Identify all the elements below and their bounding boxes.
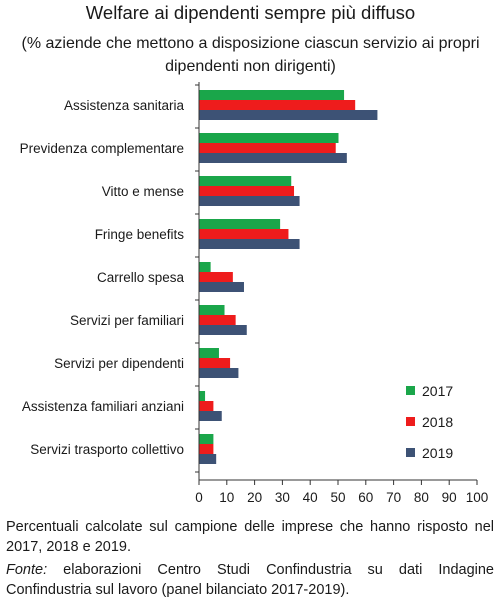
bar-2017 — [199, 262, 211, 272]
bar-2018 — [199, 143, 336, 153]
category-label: Servizi per familiari — [70, 313, 184, 328]
bar-2019 — [199, 325, 247, 335]
bar-2018 — [199, 358, 231, 368]
category-label: Assistenza familiari anziani — [22, 399, 184, 414]
bar-2019 — [199, 282, 244, 292]
bar-2019 — [199, 110, 378, 120]
x-tick-label: 20 — [247, 490, 262, 505]
bar-2018 — [199, 186, 295, 196]
bar-2017 — [199, 305, 225, 315]
x-tick-label: 0 — [195, 490, 203, 505]
bar-2018 — [199, 272, 233, 282]
legend-swatch-2017 — [406, 386, 415, 395]
source-label: Fonte: — [6, 562, 48, 578]
x-tick-label: 90 — [442, 490, 457, 505]
category-label: Servizi trasporto collettivo — [30, 442, 184, 457]
bar-2019 — [199, 153, 347, 163]
legend-label-2017: 2017 — [422, 383, 453, 399]
bar-2018 — [199, 444, 214, 454]
x-tick-label: 50 — [330, 490, 345, 505]
x-tick-label: 70 — [386, 490, 401, 505]
x-tick-label: 30 — [275, 490, 290, 505]
category-label: Previdenza complementare — [20, 141, 184, 156]
category-label: Servizi per dipendenti — [54, 356, 184, 371]
legend-label-2018: 2018 — [422, 414, 453, 430]
source-text: elaborazioni Centro Studi Confindustria … — [6, 562, 494, 598]
bar-chart: Assistenza sanitaria Previdenza complemen… — [20, 82, 489, 505]
chart-title: Welfare ai dipendenti sempre più diffuso — [85, 2, 416, 23]
bar-2017 — [199, 219, 281, 229]
bar-2017 — [199, 391, 206, 401]
bar-2019 — [199, 196, 300, 206]
bar-2019 — [199, 239, 300, 249]
x-tick-label: 10 — [219, 490, 234, 505]
bar-2017 — [199, 348, 219, 358]
bar-2019 — [199, 411, 222, 421]
bar-2018 — [199, 401, 214, 411]
category-label: Vitto e mense — [102, 184, 184, 199]
bar-2017 — [199, 90, 345, 100]
bar-2017 — [199, 434, 214, 444]
x-tick-label: 100 — [466, 490, 489, 505]
bar-2018 — [199, 315, 236, 325]
chart-note: Percentuali calcolate sul campione delle… — [6, 519, 494, 555]
category-label: Assistenza sanitaria — [64, 98, 185, 113]
legend-label-2019: 2019 — [422, 445, 453, 461]
x-tick-label: 40 — [303, 490, 318, 505]
x-tick-label: 80 — [414, 490, 429, 505]
chart-source: Fonte: elaborazioni Centro Studi Confind… — [6, 560, 494, 600]
bar-2017 — [199, 133, 339, 143]
bar-2019 — [199, 368, 239, 378]
legend-swatch-2018 — [406, 417, 415, 426]
legend-swatch-2019 — [406, 448, 415, 457]
category-label: Carrello spesa — [97, 270, 185, 285]
bar-2018 — [199, 100, 356, 110]
bar-2017 — [199, 176, 292, 186]
bar-2018 — [199, 229, 289, 239]
x-tick-label: 60 — [358, 490, 373, 505]
chart-subtitle: (% aziende che mettono a disposizione ci… — [21, 35, 480, 75]
bar-2019 — [199, 454, 217, 464]
category-label: Fringe benefits — [95, 227, 185, 242]
